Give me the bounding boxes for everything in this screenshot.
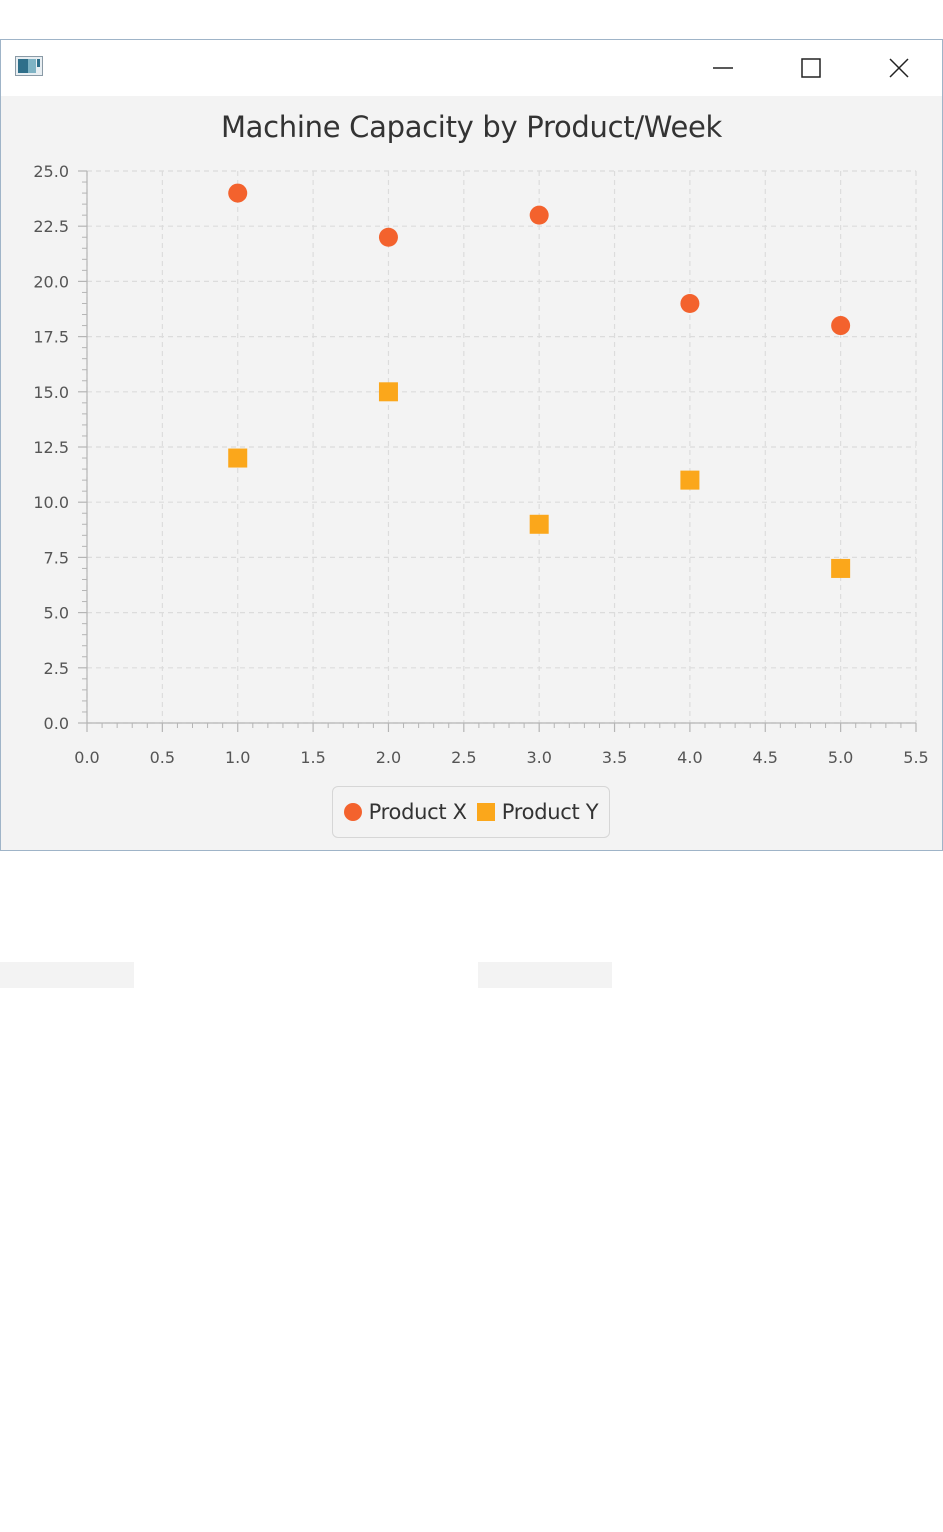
x-tick-label: 1.5 xyxy=(300,748,325,767)
data-point-square xyxy=(680,470,700,490)
x-tick-label: 1.0 xyxy=(225,748,250,767)
y-tick-label: 2.5 xyxy=(44,659,69,678)
data-point-circle xyxy=(529,205,549,225)
y-tick-label: 25.0 xyxy=(33,162,69,181)
x-tick-label: 0.0 xyxy=(74,748,99,767)
y-tick-label: 12.5 xyxy=(33,438,69,457)
legend-item-product-y: Product Y xyxy=(476,800,599,824)
y-tick-label: 15.0 xyxy=(33,383,69,402)
chart-legend: Product X Product Y xyxy=(332,786,610,838)
y-tick-label: 22.5 xyxy=(33,217,69,236)
y-tick-label: 0.0 xyxy=(44,714,69,733)
close-icon xyxy=(889,58,909,78)
background-strip xyxy=(478,962,612,988)
minimize-button[interactable] xyxy=(679,40,767,96)
x-tick-label: 4.5 xyxy=(753,748,778,767)
y-tick-label: 10.0 xyxy=(33,493,69,512)
data-point-square xyxy=(378,382,398,402)
x-tick-label: 3.0 xyxy=(526,748,551,767)
x-tick-label: 2.5 xyxy=(451,748,476,767)
title-bar[interactable] xyxy=(1,40,942,96)
data-point-circle xyxy=(680,293,700,313)
legend-square-symbol xyxy=(476,803,495,821)
chart-window: Machine Capacity by Product/Week 0.0 0.5 1… xyxy=(0,39,943,851)
x-tick-label: 4.0 xyxy=(677,748,702,767)
maximize-button[interactable] xyxy=(767,40,855,96)
x-tick-label: 5.5 xyxy=(903,748,928,767)
data-point-circle xyxy=(228,183,248,203)
background-strip xyxy=(0,962,134,988)
close-button[interactable] xyxy=(855,40,943,96)
data-point-square xyxy=(529,514,549,534)
minimize-icon xyxy=(713,67,733,69)
data-point-circle xyxy=(378,227,398,247)
data-point-square xyxy=(228,448,248,468)
legend-item-product-x: Product X xyxy=(343,800,467,824)
java-app-icon xyxy=(15,56,43,76)
x-tick-label: 2.0 xyxy=(376,748,401,767)
data-point-square xyxy=(831,558,851,578)
x-tick-label: 3.5 xyxy=(602,748,627,767)
y-tick-label: 17.5 xyxy=(33,328,69,347)
data-point-circle xyxy=(831,316,851,336)
chart-title: Machine Capacity by Product/Week xyxy=(220,110,723,144)
legend-label: Product X xyxy=(368,800,467,824)
x-tick-label: 0.5 xyxy=(150,748,175,767)
scatter-plot: 0.0 0.5 1.0 1.5 2.0 2.5 3.0 3.5 4.0 4.5 5.0 5.5 0.0 2… xyxy=(33,162,928,767)
legend-circle-symbol xyxy=(343,803,362,821)
legend-label: Product Y xyxy=(501,800,599,824)
maximize-icon xyxy=(801,58,821,78)
y-tick-label: 20.0 xyxy=(33,272,69,291)
y-tick-label: 5.0 xyxy=(44,604,69,623)
y-tick-label: 7.5 xyxy=(44,548,69,567)
x-tick-label: 5.0 xyxy=(828,748,853,767)
